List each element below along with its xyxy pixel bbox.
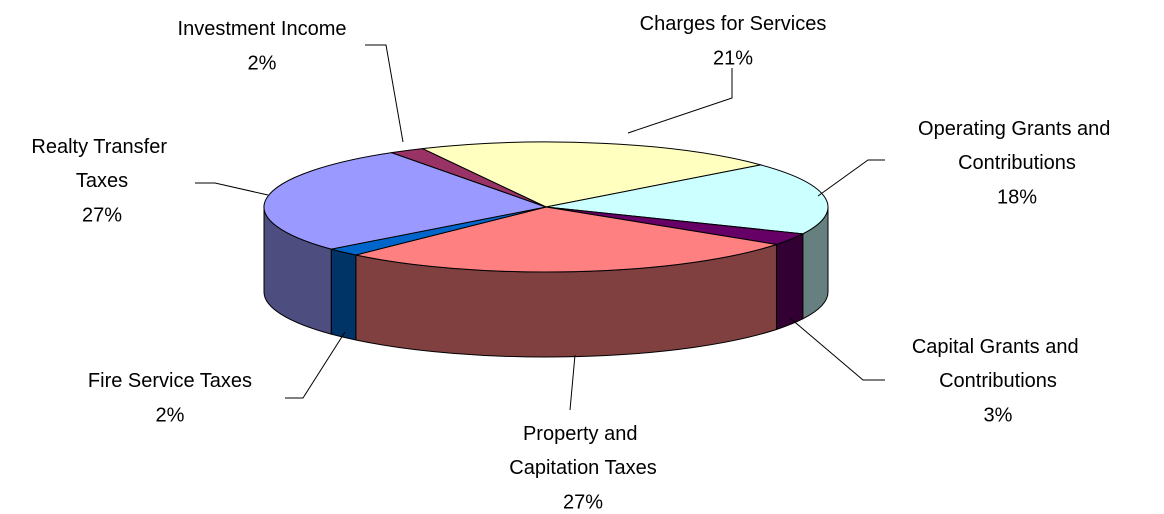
pie-tops <box>263 141 829 273</box>
leader-line <box>569 354 576 411</box>
slice-side <box>330 248 357 341</box>
percent-label: 2% <box>156 404 185 426</box>
percent-label: 21% <box>713 47 753 69</box>
category-label: Charges for Services <box>640 13 827 35</box>
slice-side <box>775 233 804 330</box>
slice <box>391 148 547 208</box>
category-label: Investment Income <box>178 18 347 40</box>
category-label: Realty Transfer Taxes <box>31 136 172 192</box>
category-label: Property and Capitation Taxes <box>509 423 657 479</box>
percent-label: 27% <box>563 491 603 513</box>
percent-label: 3% <box>984 404 1013 426</box>
slice <box>263 152 547 250</box>
category-label: Capital Grants and Contributions <box>912 336 1084 392</box>
percent-label: 27% <box>82 204 122 226</box>
labels: Charges for Services 21% Operating Grants … <box>31 13 1116 513</box>
slice <box>421 141 762 208</box>
leader-line <box>817 159 885 197</box>
pie-sides <box>263 206 829 358</box>
leader-line <box>365 44 404 143</box>
percent-label: 18% <box>997 186 1037 208</box>
category-label: Operating Grants and Contributions <box>918 118 1116 174</box>
leader-line <box>195 182 269 196</box>
slice <box>355 206 777 273</box>
leader-line <box>789 317 885 381</box>
leader-line <box>627 68 733 134</box>
leader-line <box>285 331 346 399</box>
percent-label: 2% <box>248 52 277 74</box>
slice <box>545 164 829 235</box>
category-label: Fire Service Taxes <box>88 370 252 392</box>
